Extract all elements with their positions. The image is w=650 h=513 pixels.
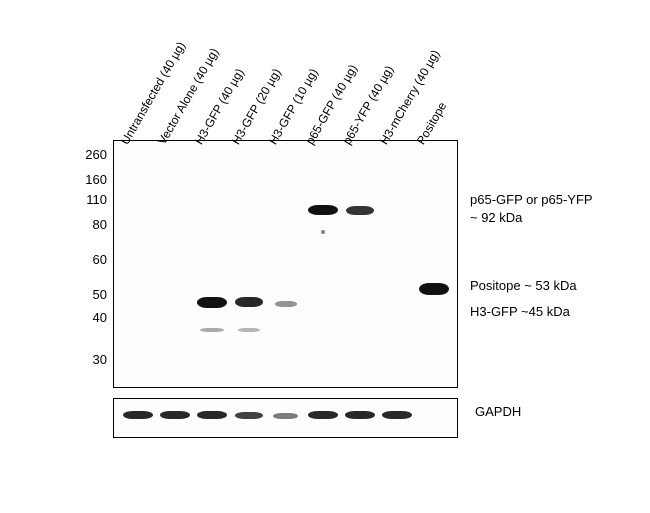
loading-band-3	[235, 412, 263, 419]
main-band-2	[321, 230, 325, 234]
mw-label-1: 160	[77, 172, 107, 187]
annotation-3: H3-GFP ~45 kDa	[470, 304, 570, 319]
mw-label-4: 60	[77, 252, 107, 267]
main-band-7	[238, 328, 260, 332]
mw-label-0: 260	[77, 147, 107, 162]
mw-label-6: 40	[77, 310, 107, 325]
main-blot-frame	[113, 140, 458, 388]
loading-band-4	[273, 413, 298, 419]
loading-band-1	[160, 411, 190, 419]
annotation-2: Positope ~ 53 kDa	[470, 278, 577, 293]
loading-band-7	[382, 411, 412, 419]
annotation-1: ~ 92 kDa	[470, 210, 522, 225]
main-band-6	[200, 328, 224, 332]
mw-label-5: 50	[77, 287, 107, 302]
main-band-4	[235, 297, 263, 307]
mw-label-3: 80	[77, 217, 107, 232]
annotation-0: p65-GFP or p65-YFP	[470, 192, 593, 207]
main-band-3	[197, 297, 227, 308]
mw-label-2: 110	[77, 192, 107, 207]
annotation-4: GAPDH	[475, 404, 521, 419]
main-band-1	[346, 206, 374, 215]
main-band-5	[275, 301, 297, 307]
figure-container: { "figure": { "type": "infographic", "ba…	[0, 0, 650, 513]
main-band-0	[308, 205, 338, 215]
main-band-8	[419, 283, 449, 295]
loading-band-5	[308, 411, 338, 419]
loading-band-0	[123, 411, 153, 419]
loading-band-2	[197, 411, 227, 419]
lane-label-0: Untransfected (40 µg)	[118, 39, 188, 147]
mw-label-7: 30	[77, 352, 107, 367]
loading-band-6	[345, 411, 375, 419]
